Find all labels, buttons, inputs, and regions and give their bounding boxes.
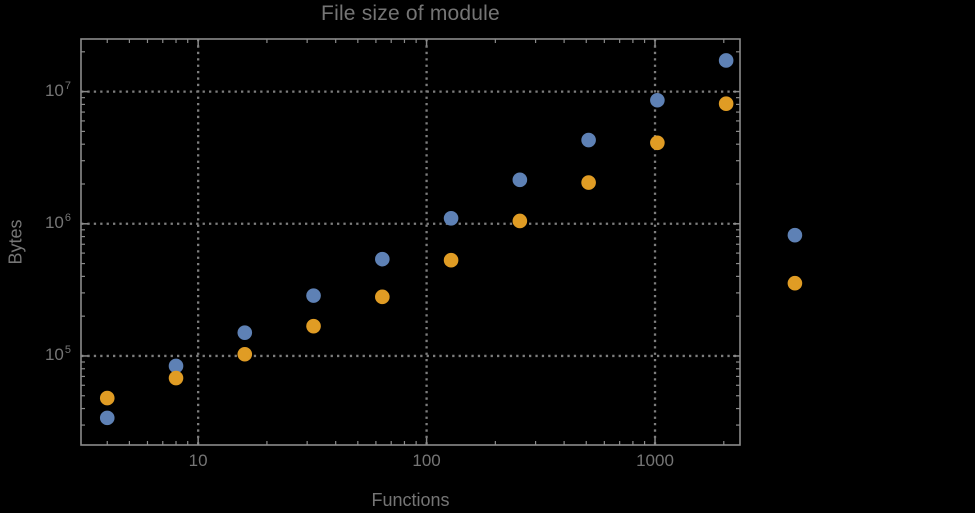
data-point — [718, 53, 734, 68]
data-point — [443, 252, 459, 268]
data-point — [787, 275, 803, 291]
data-point — [375, 251, 390, 267]
data-point — [99, 390, 115, 406]
y-tick-label: 107 — [44, 80, 71, 100]
x-axis-label: Functions — [371, 490, 450, 510]
data-point — [512, 172, 528, 188]
data-point — [168, 358, 184, 374]
x-tick-label: 100 — [412, 451, 441, 470]
data-point — [581, 132, 596, 148]
plot-frame — [80, 38, 741, 446]
data-point — [306, 288, 321, 303]
y-axis-label: Bytes — [5, 219, 26, 265]
data-point — [99, 410, 115, 426]
data-point — [650, 92, 665, 108]
data-point — [375, 289, 390, 305]
data-point — [237, 346, 253, 362]
x-tick-label: 10 — [188, 451, 208, 470]
y-tick-label: 105 — [44, 344, 71, 365]
data-point — [306, 318, 321, 334]
data-point — [237, 325, 253, 340]
data-point — [650, 135, 665, 151]
data-point — [787, 227, 803, 243]
data-point — [168, 370, 184, 386]
data-point — [718, 96, 734, 111]
data-point — [581, 175, 596, 190]
data-point — [512, 213, 528, 229]
x-tick-label: 1000 — [636, 451, 674, 470]
y-tick-label: 106 — [44, 212, 71, 232]
chart-title: File size of module — [321, 2, 500, 25]
data-point — [443, 211, 459, 226]
